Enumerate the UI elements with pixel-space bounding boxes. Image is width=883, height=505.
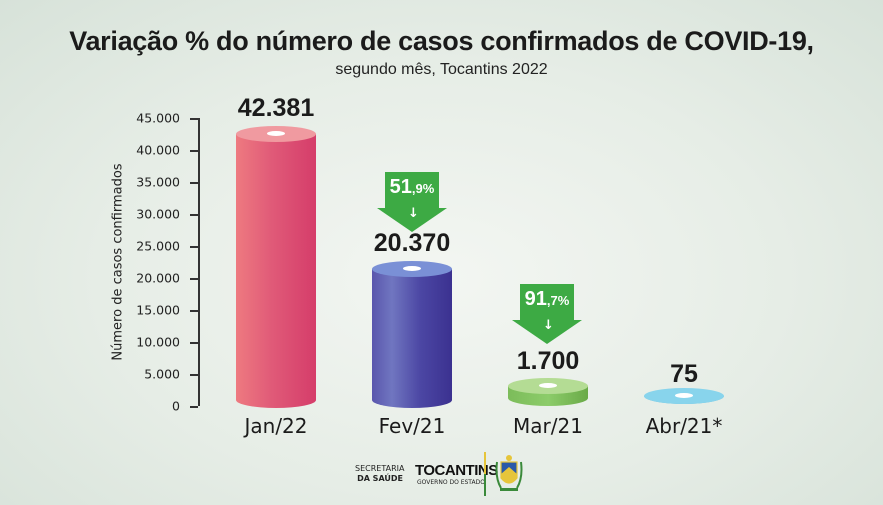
y-tick [190,374,198,376]
secretaria-line2: DA SAÚDE [357,474,403,483]
state-crest-icon [495,455,523,491]
y-tick [190,406,198,408]
y-tick-label: 25.000 [136,238,180,254]
secretaria-logo: SECRETARIA DA SAÚDE [355,464,405,484]
y-tick-label: 45.000 [136,110,180,126]
divider [484,452,486,496]
y-tick [190,342,198,344]
y-tick [190,310,198,312]
y-tick-label: 40.000 [136,142,180,158]
bar-abr21 [644,388,724,406]
value-label-abr21: 75 [670,360,698,388]
y-tick [190,182,198,184]
y-axis-label: Número de casos confirmados [110,163,126,361]
value-label-fev21: 20.370 [373,229,451,257]
y-tick-label: 15.000 [136,302,180,318]
decrease-pct-main: 91 [524,288,547,310]
value-label-jan22: 42.381 [237,94,315,122]
y-axis-line [198,118,200,406]
decrease-pct-decimal: ,9% [411,181,435,196]
secretaria-line1: SECRETARIA [355,464,405,473]
y-tick [190,246,198,248]
y-tick-label: 0 [172,398,180,414]
y-tick-label: 30.000 [136,206,180,222]
bar-jan22 [236,126,316,408]
chart-subtitle: segundo mês, Tocantins 2022 [335,61,548,78]
arrow-down-icon: ↓ [543,318,554,333]
y-tick [190,118,198,120]
x-label-abr21: Abr/21* [645,414,723,438]
decrease-pct-main: 51 [389,176,412,198]
decrease-pct-decimal: ,7% [546,293,570,308]
arrow-down-icon: ↓ [408,206,419,221]
y-tick [190,150,198,152]
value-label-mar21: 1.700 [516,347,580,375]
x-label-mar21: Mar/21 [513,414,583,438]
governo-label: GOVERNO DO ESTADO [417,479,485,486]
bar-fev21 [372,261,452,408]
x-label-fev21: Fev/21 [378,414,446,438]
tocantins-brand: TOCANTINS [415,462,498,479]
bar-mar21 [508,378,588,406]
y-tick-label: 5.000 [144,366,180,382]
y-tick-label: 20.000 [136,270,180,286]
chart-title: Variação % do número de casos confirmado… [69,26,814,56]
y-tick-label: 35.000 [136,174,180,190]
y-tick [190,214,198,216]
y-tick-label: 10.000 [136,334,180,350]
x-label-jan22: Jan/22 [244,414,308,438]
y-tick [190,278,198,280]
